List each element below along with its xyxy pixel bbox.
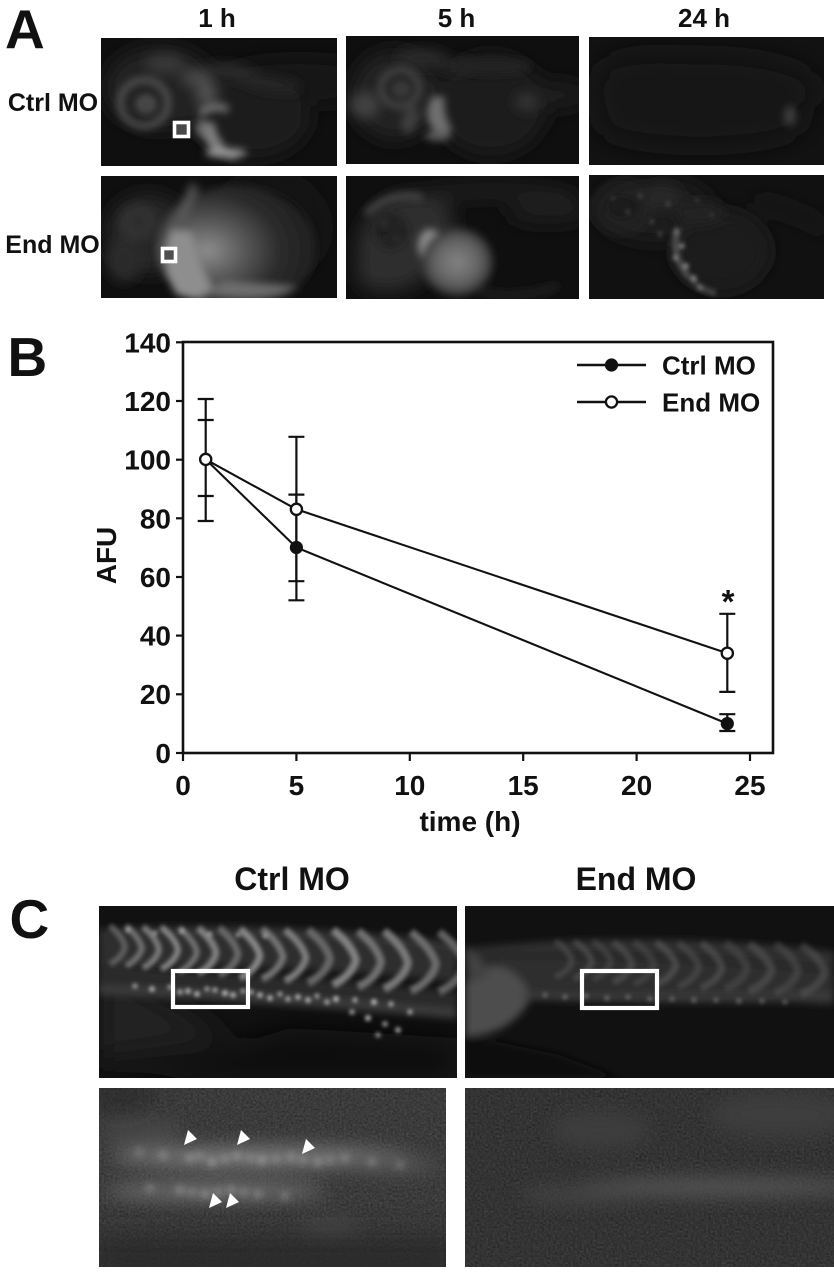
svg-text:time (h): time (h) [419,806,520,837]
svg-text:AFU: AFU [91,527,122,585]
svg-text:60: 60 [140,562,171,593]
svg-text:0: 0 [175,770,191,801]
svg-text:B: B [8,326,48,388]
svg-text:15: 15 [508,770,539,801]
svg-text:Ctrl MO: Ctrl MO [662,351,756,381]
svg-text:20: 20 [621,770,652,801]
svg-text:120: 120 [124,386,171,417]
svg-text:A: A [5,0,45,60]
svg-text:10: 10 [394,770,425,801]
svg-text:*: * [722,583,735,620]
svg-text:80: 80 [140,503,171,534]
svg-text:5 h: 5 h [438,3,476,33]
svg-text:1 h: 1 h [198,3,236,33]
svg-text:24 h: 24 h [678,3,730,33]
svg-text:C: C [10,888,50,950]
svg-text:25: 25 [734,770,765,801]
svg-text:0: 0 [155,738,171,769]
svg-text:5: 5 [289,770,305,801]
svg-text:20: 20 [140,679,171,710]
svg-text:End MO: End MO [5,231,99,259]
svg-text:Ctrl MO: Ctrl MO [234,861,350,897]
svg-text:End MO: End MO [662,388,760,418]
svg-text:Ctrl MO: Ctrl MO [8,89,98,117]
svg-text:40: 40 [140,621,171,652]
svg-text:End MO: End MO [576,861,697,897]
svg-text:100: 100 [124,445,171,476]
svg-text:140: 140 [124,327,171,358]
